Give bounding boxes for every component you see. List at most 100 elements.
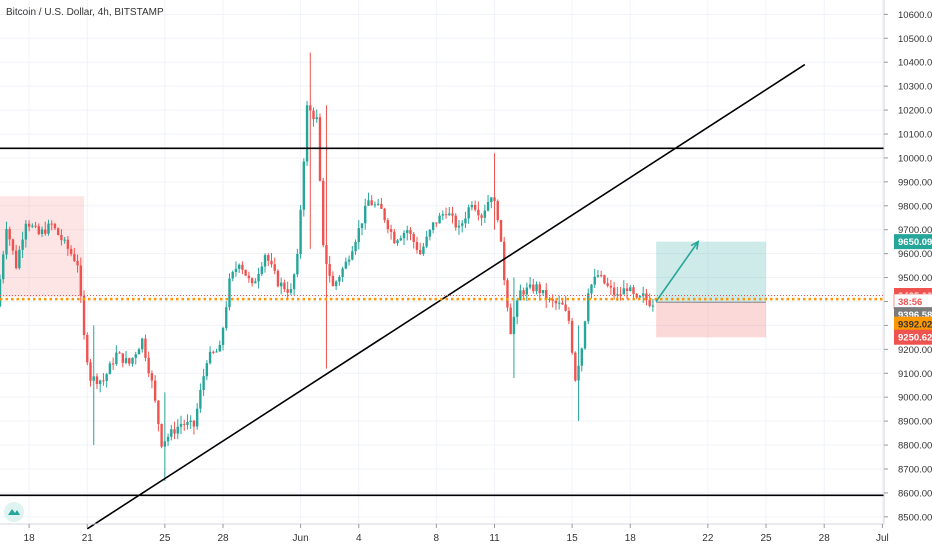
- candle-body: [14, 250, 18, 269]
- candle: [121, 353, 125, 368]
- candle: [34, 221, 37, 229]
- candle-body: [376, 203, 380, 205]
- candle: [499, 219, 503, 242]
- time-axis: 18 21 25 28 Jun 4 8 11 15 18 22 25 28 Jul: [24, 524, 889, 544]
- candle: [276, 269, 280, 288]
- candle: [286, 281, 289, 298]
- candle-body: [79, 265, 83, 296]
- candle-body: [519, 290, 522, 301]
- candle-body: [499, 219, 503, 242]
- candle: [76, 254, 79, 273]
- candle-body: [254, 281, 257, 284]
- candle-body: [37, 226, 40, 235]
- candle-body: [322, 180, 325, 246]
- candle: [435, 222, 438, 228]
- x-tick-label: 25: [159, 533, 171, 544]
- candle: [157, 400, 160, 432]
- y-tick-label: 9200.00: [898, 345, 932, 356]
- candle-body: [596, 275, 600, 277]
- candle-body: [170, 429, 173, 437]
- candle: [477, 201, 480, 221]
- candle: [486, 194, 490, 212]
- candle-body: [24, 223, 28, 240]
- candle: [11, 238, 15, 255]
- candle-body: [606, 283, 609, 286]
- candle: [334, 280, 338, 291]
- candle-body: [360, 223, 364, 229]
- candle: [367, 192, 370, 206]
- candle-body: [121, 353, 125, 363]
- candle: [296, 248, 299, 278]
- candle: [493, 153, 496, 230]
- candle: [124, 351, 128, 365]
- candle: [176, 419, 179, 440]
- tradingview-logo-icon[interactable]: [4, 502, 24, 522]
- candle: [141, 337, 144, 353]
- candle-body: [548, 298, 551, 300]
- candle: [92, 325, 95, 446]
- candle-body: [535, 284, 538, 292]
- candle-body: [292, 274, 296, 290]
- candle-body: [163, 441, 167, 447]
- candle: [528, 277, 532, 290]
- candle: [596, 269, 600, 278]
- candle: [383, 207, 386, 223]
- candle-body: [56, 228, 60, 235]
- candle-body: [396, 240, 399, 244]
- candle: [79, 257, 83, 304]
- candle: [464, 211, 467, 229]
- candle: [66, 236, 70, 256]
- candle: [208, 346, 212, 365]
- y-tick-label: 8900.00: [898, 417, 932, 428]
- candle: [606, 277, 609, 288]
- x-tick-label: Jun: [293, 533, 309, 544]
- candle: [257, 267, 260, 289]
- x-tick-label: 21: [82, 533, 94, 544]
- candle-body: [92, 376, 95, 381]
- stop-zone: [656, 302, 767, 338]
- candle-body: [473, 204, 477, 210]
- candle: [506, 278, 509, 312]
- candle: [260, 262, 264, 277]
- candle: [312, 107, 315, 127]
- candle-body: [525, 287, 529, 295]
- price-axis: 10600.00 10500.00 10400.00 10300.00 10200.00…: [884, 10, 932, 523]
- candle: [170, 424, 173, 441]
- candle: [2, 250, 5, 284]
- candle-body: [11, 239, 15, 251]
- candle-body: [250, 278, 254, 284]
- price-label-text: 9392.02: [898, 320, 932, 331]
- candle: [5, 221, 8, 260]
- candle: [108, 361, 112, 375]
- candle-body: [431, 222, 435, 230]
- candle: [525, 282, 529, 301]
- candle-body: [141, 338, 144, 350]
- candle: [8, 226, 11, 246]
- candle: [622, 280, 626, 295]
- candle-body: [124, 358, 128, 363]
- candle-body: [263, 255, 267, 267]
- candle-body: [173, 429, 176, 434]
- y-tick-label: 10600.00: [898, 10, 932, 21]
- candle-body: [305, 105, 309, 162]
- candle-body: [98, 380, 102, 384]
- candle: [415, 236, 419, 254]
- candle: [40, 226, 44, 237]
- candle-body: [137, 349, 141, 355]
- candle-body: [186, 421, 189, 425]
- candle: [147, 351, 150, 377]
- candle: [422, 242, 425, 256]
- candle-body: [286, 289, 289, 293]
- candle: [218, 340, 221, 352]
- candle: [603, 274, 606, 285]
- candle: [467, 204, 470, 224]
- candle: [629, 285, 632, 292]
- candle-body: [645, 293, 648, 300]
- candle-body: [483, 210, 487, 218]
- y-tick-label: 9000.00: [898, 393, 932, 404]
- candle-body: [195, 408, 199, 427]
- candle-body: [199, 390, 202, 409]
- candle: [241, 261, 244, 275]
- candle: [150, 370, 154, 389]
